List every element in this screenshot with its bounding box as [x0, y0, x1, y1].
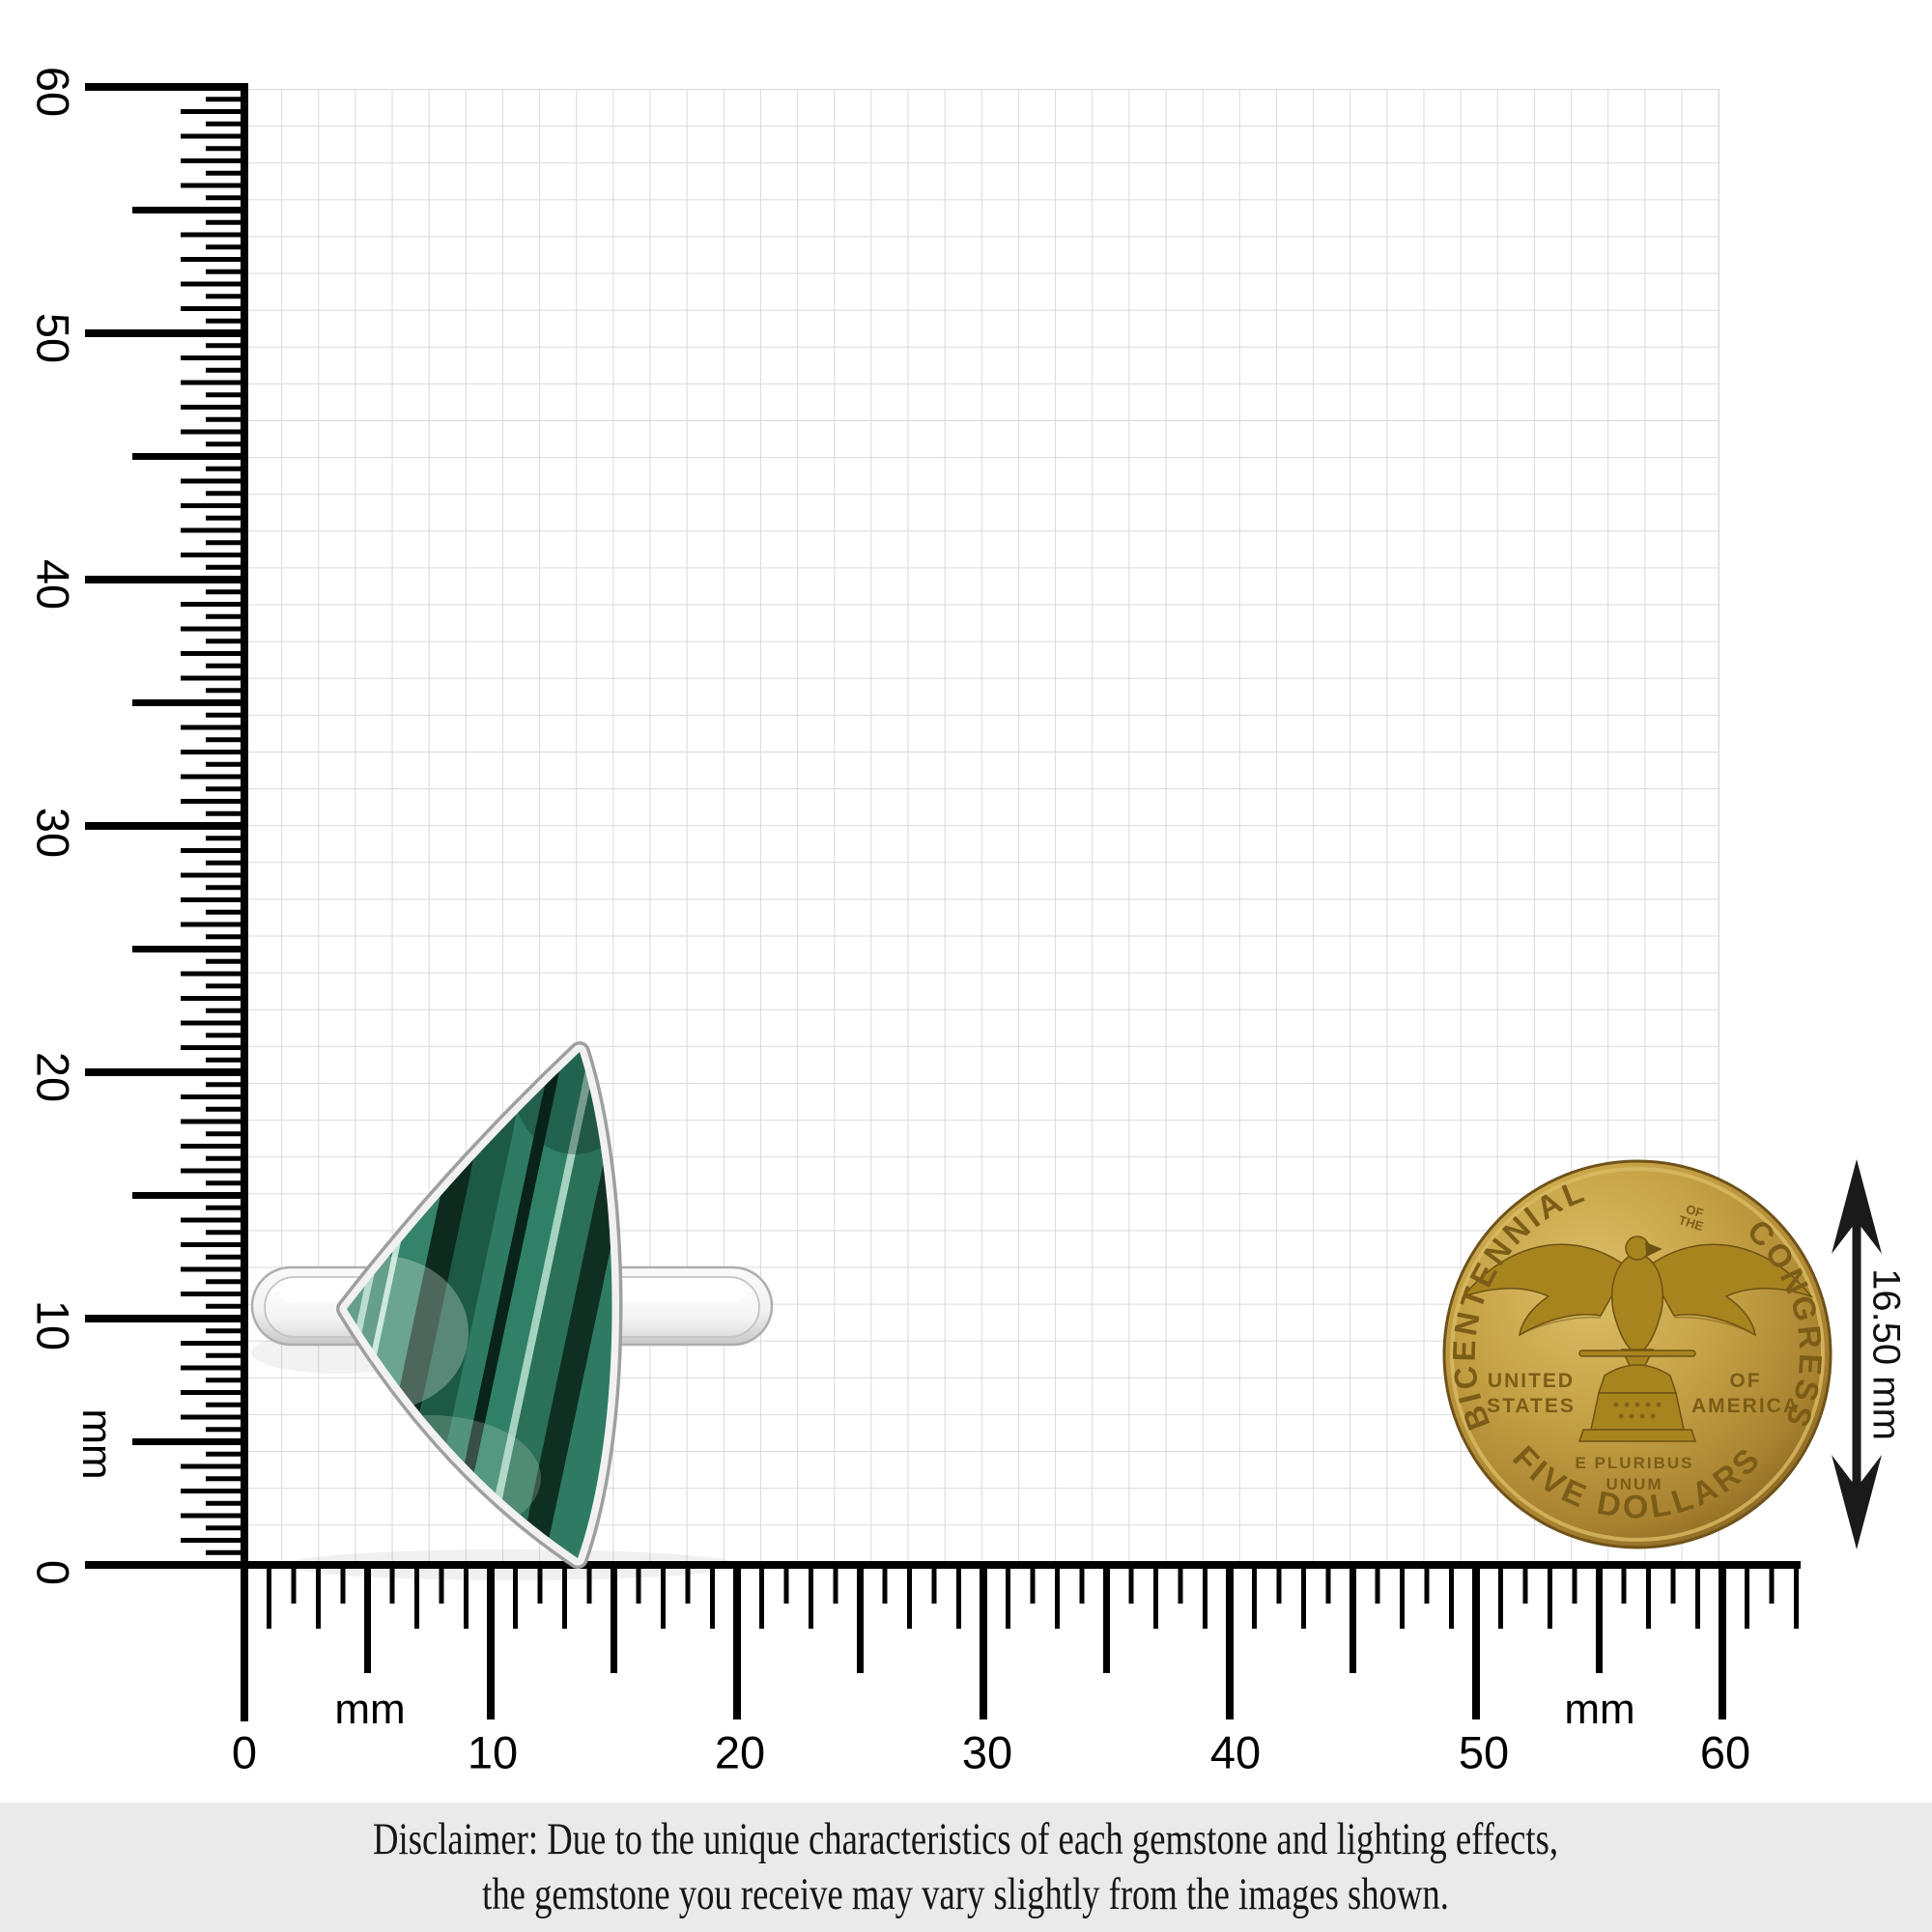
- coin-unum-text: UNUM: [1606, 1475, 1663, 1493]
- eagle-emblem: [1461, 1236, 1814, 1442]
- v-ruler-label-30: 30: [27, 807, 79, 859]
- h-ruler-unit-right: mm: [1564, 1686, 1635, 1733]
- disclaimer-bar: Disclaimer: Due to the unique characteri…: [0, 1803, 1932, 1932]
- v-ruler-label-0: 0: [27, 1559, 79, 1586]
- coin-rim: [1450, 1167, 1825, 1542]
- coin-of2-text: OF: [1729, 1370, 1761, 1392]
- h-ruler-unit-left: mm: [334, 1686, 406, 1733]
- coin-of-text: OF: [1684, 1202, 1705, 1221]
- h-ruler-label-0: 0: [231, 1726, 258, 1778]
- h-ruler-label-40: 40: [1209, 1726, 1262, 1778]
- coin-epluribus-text: E PLURIBUS: [1576, 1454, 1694, 1472]
- coin-states-text: STATES: [1487, 1395, 1576, 1417]
- v-ruler-label-40: 40: [27, 558, 79, 611]
- v-ruler-label-20: 20: [27, 1051, 79, 1103]
- h-ruler-label-50: 50: [1458, 1726, 1510, 1778]
- coin-the-text: THE: [1677, 1212, 1706, 1234]
- v-ruler-label-10: 10: [27, 1299, 79, 1351]
- malachite-ring-image: [250, 1041, 774, 1580]
- coin-united-text: UNITED: [1488, 1370, 1575, 1392]
- h-ruler-label-60: 60: [1699, 1726, 1751, 1778]
- disclaimer-line-1: Disclaimer: Due to the unique characteri…: [373, 1814, 1559, 1864]
- coin-america-text: AMERICA: [1691, 1395, 1800, 1417]
- ring-shadow: [285, 1549, 739, 1580]
- gold-coin-image: BICENTENNIAL CONGRESS OF THE FIVE DOLLAR…: [1442, 1159, 1833, 1549]
- double-arrow-icon: [1832, 1159, 1882, 1549]
- v-ruler-unit: mm: [73, 1408, 121, 1480]
- h-ruler-label-20: 20: [714, 1726, 766, 1778]
- disclaimer-line-2: the gemstone you receive may vary slight…: [482, 1869, 1450, 1919]
- coin-size-label: 16.50 mm: [1864, 1268, 1908, 1440]
- v-ruler-label-50: 50: [27, 312, 79, 364]
- h-ruler-label-10: 10: [467, 1726, 519, 1778]
- h-ruler-label-30: 30: [961, 1726, 1013, 1778]
- v-ruler-label-60: 60: [27, 66, 79, 118]
